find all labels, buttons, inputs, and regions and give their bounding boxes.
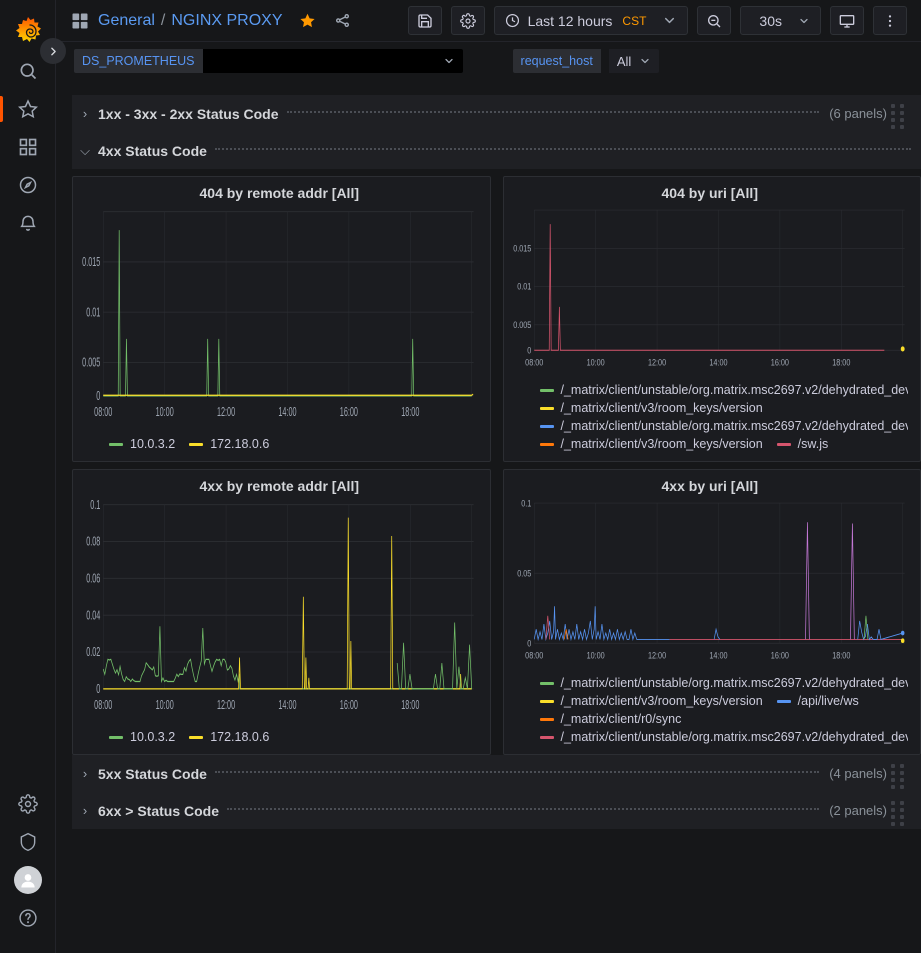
- svg-text:0.1: 0.1: [90, 499, 100, 512]
- svg-text:0.08: 0.08: [86, 536, 100, 549]
- svg-text:16:00: 16:00: [340, 406, 358, 419]
- svg-text:12:00: 12:00: [647, 357, 665, 368]
- svg-text:16:00: 16:00: [770, 357, 788, 368]
- svg-text:10:00: 10:00: [586, 650, 604, 661]
- svg-text:0.05: 0.05: [517, 567, 531, 578]
- svg-text:0: 0: [527, 637, 531, 648]
- svg-text:08:00: 08:00: [525, 650, 543, 661]
- svg-text:08:00: 08:00: [94, 406, 112, 419]
- svg-text:0.005: 0.005: [513, 319, 531, 330]
- svg-text:12:00: 12:00: [217, 699, 235, 712]
- svg-text:08:00: 08:00: [94, 699, 112, 712]
- svg-text:0.015: 0.015: [82, 256, 100, 269]
- svg-text:0.02: 0.02: [86, 646, 100, 659]
- svg-text:12:00: 12:00: [217, 406, 235, 419]
- svg-text:08:00: 08:00: [525, 357, 543, 368]
- svg-text:0.01: 0.01: [517, 281, 531, 292]
- svg-text:12:00: 12:00: [647, 650, 665, 661]
- svg-text:0.005: 0.005: [82, 357, 100, 370]
- svg-text:18:00: 18:00: [832, 357, 850, 368]
- svg-text:0: 0: [96, 683, 100, 696]
- svg-text:10:00: 10:00: [156, 406, 174, 419]
- svg-text:18:00: 18:00: [401, 406, 419, 419]
- svg-text:10:00: 10:00: [156, 699, 174, 712]
- svg-text:0.04: 0.04: [86, 610, 100, 623]
- svg-text:0.015: 0.015: [513, 242, 531, 253]
- svg-text:16:00: 16:00: [340, 699, 358, 712]
- svg-text:18:00: 18:00: [401, 699, 419, 712]
- svg-text:14:00: 14:00: [709, 650, 727, 661]
- svg-text:0: 0: [527, 344, 531, 355]
- svg-text:0: 0: [96, 390, 100, 403]
- svg-text:14:00: 14:00: [278, 406, 296, 419]
- svg-text:10:00: 10:00: [586, 357, 604, 368]
- svg-text:14:00: 14:00: [709, 357, 727, 368]
- svg-text:14:00: 14:00: [278, 699, 296, 712]
- svg-text:18:00: 18:00: [832, 650, 850, 661]
- svg-text:0.1: 0.1: [521, 498, 531, 509]
- svg-text:0.01: 0.01: [86, 307, 100, 320]
- svg-text:0.06: 0.06: [86, 573, 100, 586]
- svg-text:16:00: 16:00: [770, 650, 788, 661]
